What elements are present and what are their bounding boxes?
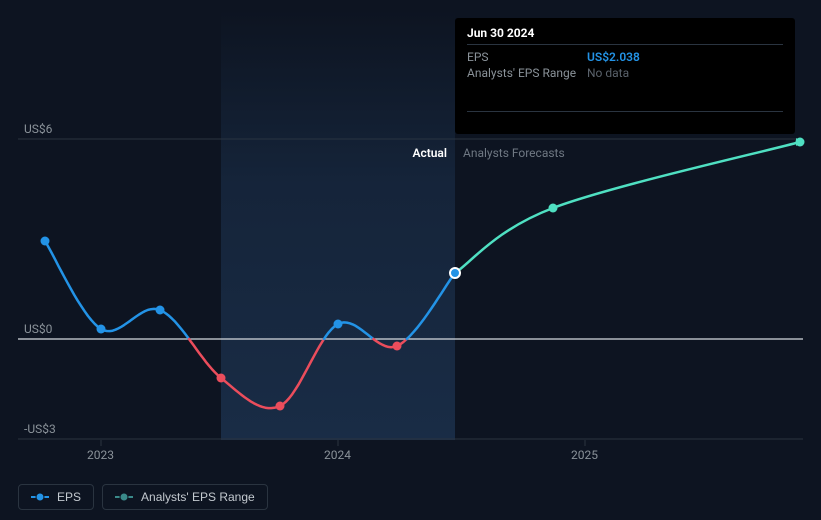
x-axis-label-2023: 2023 (87, 448, 114, 462)
tooltip-eps-value: US$2.038 (587, 50, 640, 64)
tooltip-row-eps: EPS US$2.038 (467, 49, 783, 65)
section-label-forecast: Analysts Forecasts (463, 146, 565, 160)
legend-item-range[interactable]: Analysts' EPS Range (102, 484, 268, 510)
tooltip-date: Jun 30 2024 (467, 26, 783, 40)
section-label-actual: Actual (380, 146, 447, 160)
tooltip-separator-bottom (467, 111, 783, 112)
x-axis-label-2025: 2025 (571, 448, 598, 462)
legend-item-eps[interactable]: EPS (18, 484, 94, 510)
chart-tooltip: Jun 30 2024 EPS US$2.038 Analysts' EPS R… (455, 18, 795, 134)
tooltip-range-value: No data (587, 66, 629, 80)
y-axis-label-0: US$0 (24, 322, 52, 336)
y-axis-label-6: US$6 (24, 122, 52, 136)
tooltip-row-range: Analysts' EPS Range No data (467, 65, 783, 81)
x-axis-label-2024: 2024 (324, 448, 351, 462)
eps-chart: US$6 US$0 -US$3 Actual Analysts Forecast… (0, 0, 821, 520)
tooltip-range-label: Analysts' EPS Range (467, 66, 587, 80)
legend-range-label: Analysts' EPS Range (141, 490, 255, 504)
tooltip-eps-label: EPS (467, 50, 587, 64)
chart-legend: EPS Analysts' EPS Range (18, 484, 268, 510)
tooltip-separator (467, 44, 783, 45)
legend-swatch-range-icon (115, 492, 133, 502)
y-axis-label-neg3: -US$3 (24, 422, 56, 436)
legend-swatch-eps-icon (31, 492, 49, 502)
legend-eps-label: EPS (57, 490, 81, 504)
